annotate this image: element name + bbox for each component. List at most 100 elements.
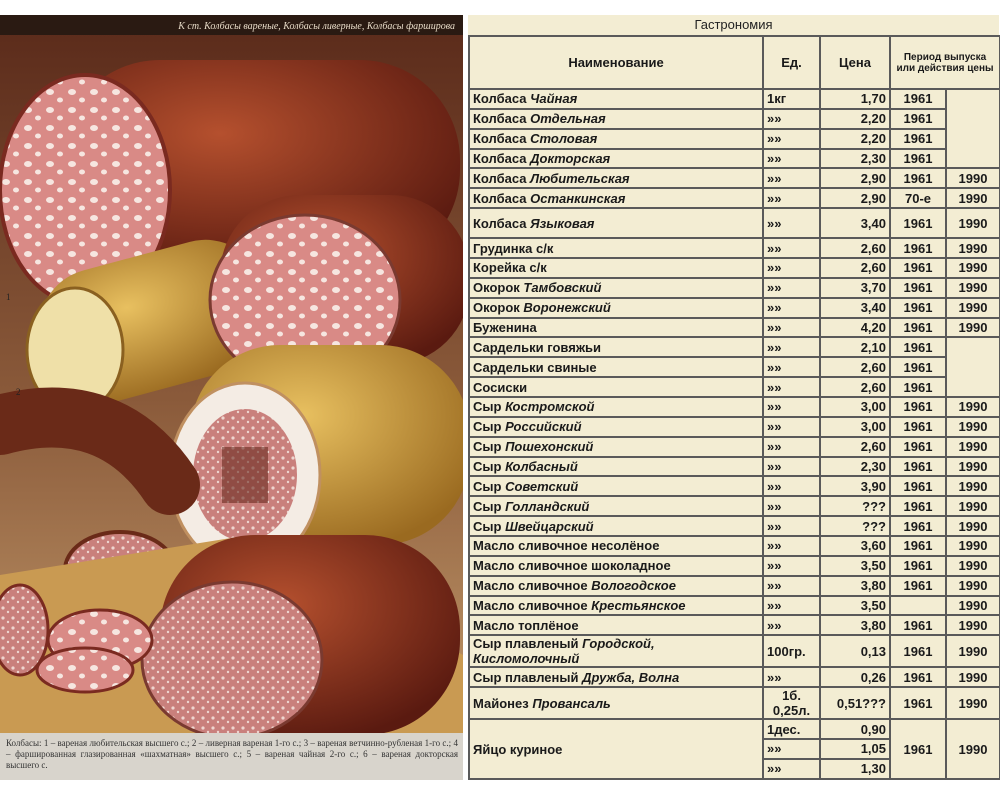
table-row: Колбаса Докторская»» 2,30 1961 xyxy=(468,147,1000,170)
item-name: Сосиски xyxy=(468,376,764,399)
item-year-to: 1990 xyxy=(944,535,1000,557)
item-name: Сыр Советский xyxy=(468,475,764,498)
item-year-to: 1990 xyxy=(944,594,1000,617)
item-unit: »» xyxy=(762,757,821,781)
item-year-from: 1961 xyxy=(889,237,947,260)
item-price: 2,30 xyxy=(819,455,891,478)
item-name-text: Масло сливочное xyxy=(473,578,588,594)
item-year-to: 1990 xyxy=(944,167,1000,190)
item-name-variety: Голландский xyxy=(505,498,590,514)
item-name-variety: Останкинская xyxy=(530,190,626,206)
item-name-text: Сыр xyxy=(473,399,502,415)
item-price: 2,90 xyxy=(819,187,891,210)
item-name-text: Сосиски xyxy=(473,379,528,395)
item-name-text: Сыр xyxy=(473,518,502,534)
item-name: Сыр Костромской xyxy=(468,396,764,418)
item-unit: »» xyxy=(762,276,821,299)
item-unit: »» xyxy=(762,495,821,518)
empty-cell xyxy=(889,594,947,617)
item-name-text: Масло сливочное шоколадное xyxy=(473,558,671,574)
item-name-variety: Тамбовский xyxy=(523,280,602,296)
item-unit: »» xyxy=(762,296,821,319)
item-unit: »» xyxy=(762,127,821,150)
item-name-text: Окорок xyxy=(473,300,520,316)
item-unit: »» xyxy=(762,396,821,418)
item-price: 3,80 xyxy=(819,574,891,597)
item-year-from: 1961 xyxy=(889,435,947,458)
item-unit: »» xyxy=(762,666,821,689)
item-name: Сыр Голландский xyxy=(468,495,764,518)
item-name-variety: Воронежский xyxy=(523,300,611,316)
item-year-from: 70-е xyxy=(889,187,947,210)
item-name: Сыр плавленый Дружба, Волна xyxy=(468,666,764,689)
item-price: 2,20 xyxy=(819,107,891,130)
item-name: Сардельки свиные xyxy=(468,356,764,379)
item-year-to: 1990 xyxy=(944,276,1000,299)
item-name-text: Майонез xyxy=(473,695,529,711)
item-name-text: Колбаса xyxy=(473,131,527,147)
table-row: Сыр плавленый Дружба, Волна»» 0,26 1961 199… xyxy=(468,666,1000,689)
item-name-variety: Городской, Кисломолочный xyxy=(473,636,655,667)
item-name: Масло топлёное xyxy=(468,614,764,637)
item-year-from: 1961 xyxy=(889,495,947,518)
item-year-to: 1990 xyxy=(944,187,1000,210)
item-price: ??? xyxy=(819,495,891,518)
item-name-variety: Столовая xyxy=(530,131,598,147)
item-unit: »» xyxy=(762,237,821,260)
item-name-text: Сыр xyxy=(473,478,502,494)
caption-band xyxy=(0,15,463,35)
item-name: Колбаса Любительская xyxy=(468,167,764,190)
top-caption: К ст. Колбасы вареные, Колбасы ливерные,… xyxy=(177,21,455,32)
marker: 2 xyxy=(16,387,21,397)
table-row: Сыр Колбасный»» 2,30 1961 1990 xyxy=(468,455,1000,478)
table-row: Сардельки говяжьи»» 2,10 1961 xyxy=(468,336,1000,399)
item-year-to: 1990 xyxy=(944,554,1000,577)
table-row: Сыр Костромской»» 3,00 1961 1990 xyxy=(468,396,1000,418)
item-name: Масло сливочное несолёное xyxy=(468,535,764,557)
item-name: Масло сливочное шоколадное xyxy=(468,554,764,577)
table-row: Колбаса Языковая»» 3,40 1961 1990 xyxy=(468,207,1000,240)
item-name-text: Буженина xyxy=(473,320,537,336)
item-name-variety: Любительская xyxy=(530,170,630,186)
item-year-from: 1961 xyxy=(889,147,947,170)
caption-area xyxy=(0,733,463,780)
item-unit: »» xyxy=(762,316,821,339)
item-year-from: 1961 xyxy=(889,257,947,279)
item-name-text: Сыр плавленый xyxy=(473,636,579,652)
item-year-from: 1961 xyxy=(889,336,947,359)
item-year-to: 1990 xyxy=(944,515,1000,538)
item-year-to: 1990 xyxy=(944,475,1000,498)
marker: 1 xyxy=(6,292,11,302)
item-year-from: 1961 xyxy=(889,356,947,379)
item-name-variety: Крестьянское xyxy=(591,598,686,614)
table-row: Корейка с/к »» 2,60 1961 1990 xyxy=(468,257,1000,279)
item-year-to: 1990 xyxy=(944,718,1000,780)
header-cell: Ед. xyxy=(762,35,821,90)
item-price: 2,20 xyxy=(819,127,891,150)
item-unit: 100гр. xyxy=(762,634,821,669)
item-year-from: 1961 xyxy=(889,666,947,689)
item-name: Колбаса Чайная xyxy=(468,88,764,110)
item-year-to: 1990 xyxy=(944,574,1000,597)
item-name: Колбаса Докторская xyxy=(468,147,764,170)
item-price: 1,30 xyxy=(819,757,891,781)
item-price: 3,00 xyxy=(819,396,891,418)
item-name-variety: Костромской xyxy=(505,399,595,415)
item-price: 0,51??? xyxy=(819,686,891,721)
table-row: Окорок Воронежский»» 3,40 1961 1990 xyxy=(468,296,1000,319)
item-unit: 1кг xyxy=(762,88,821,110)
item-name-text: Колбаса xyxy=(473,215,527,231)
item-year-from: 1961 xyxy=(889,88,947,110)
item-price: 2,90 xyxy=(819,167,891,190)
table-row: Колбаса Чайная 1кг 1,70 1961 xyxy=(468,87,1000,170)
item-year-from: 1961 xyxy=(889,296,947,319)
header-cell: Период выпуска или действия цены xyxy=(888,35,1000,90)
item-year-from: 1961 xyxy=(889,376,947,399)
empty-cell xyxy=(944,87,1000,170)
item-name: Колбаса Отдельная xyxy=(468,107,764,130)
item-name-variety: Вологодское xyxy=(591,578,676,594)
table-row: Сыр плавленый Городской, Кисломолочный 10… xyxy=(468,634,1000,669)
item-unit: »» xyxy=(762,475,821,498)
item-unit: »» xyxy=(762,336,821,359)
item-name: Сыр Колбасный xyxy=(468,455,764,478)
